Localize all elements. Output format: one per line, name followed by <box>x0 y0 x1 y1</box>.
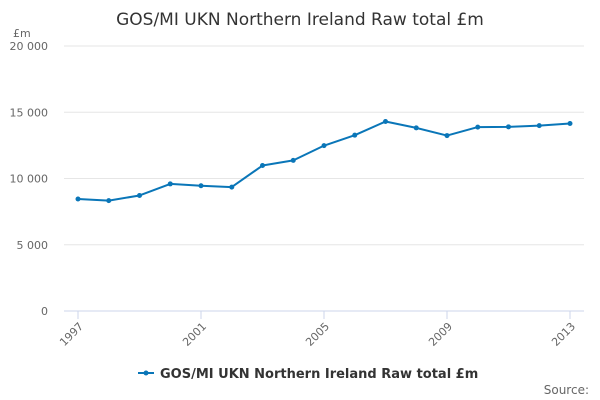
data-point[interactable] <box>229 184 235 190</box>
x-tick-label: 1997 <box>57 320 86 349</box>
y-tick-label: 20 000 <box>10 40 49 53</box>
data-point[interactable] <box>352 132 358 138</box>
data-point[interactable] <box>290 157 296 163</box>
series-group <box>75 119 573 204</box>
data-point[interactable] <box>475 124 481 130</box>
data-point[interactable] <box>506 124 511 130</box>
x-tick-label: 2013 <box>549 320 578 349</box>
chart-title: GOS/MI UKN Northern Ireland Raw total £m <box>116 10 484 30</box>
data-point[interactable] <box>413 125 419 131</box>
source-label: Source: <box>544 383 589 397</box>
data-point[interactable] <box>198 183 204 189</box>
y-tick-label: 5 000 <box>17 239 49 252</box>
y-axis-unit-label: £m <box>13 27 31 40</box>
y-tick-label: 15 000 <box>10 106 49 119</box>
x-tick-label: 2001 <box>180 320 209 349</box>
x-tick-label: 2005 <box>303 320 332 349</box>
data-point[interactable] <box>260 163 265 169</box>
data-point[interactable] <box>321 143 327 149</box>
data-point[interactable] <box>167 181 173 187</box>
series-line[interactable] <box>77 120 571 202</box>
grid-lines <box>64 45 584 246</box>
data-point[interactable] <box>106 198 112 204</box>
x-axis-ticks: 1997 2001 2005 2009 2013 <box>57 311 578 349</box>
y-tick-label: 0 <box>41 305 48 318</box>
x-tick-label: 2009 <box>426 320 455 349</box>
data-point[interactable] <box>567 121 573 127</box>
data-point[interactable] <box>383 119 388 125</box>
data-point[interactable] <box>137 192 142 198</box>
data-point[interactable] <box>444 133 450 139</box>
y-tick-label: 10 000 <box>10 173 49 186</box>
legend[interactable]: GOS/MI UKN Northern Ireland Raw total £m <box>138 367 478 382</box>
data-point[interactable] <box>75 196 81 202</box>
legend-label[interactable]: GOS/MI UKN Northern Ireland Raw total £m <box>160 367 478 382</box>
y-axis-tick-labels: 0 5 000 10 000 15 000 20 000 <box>10 40 49 318</box>
data-point[interactable] <box>536 123 542 129</box>
legend-marker-symbol <box>143 370 149 376</box>
